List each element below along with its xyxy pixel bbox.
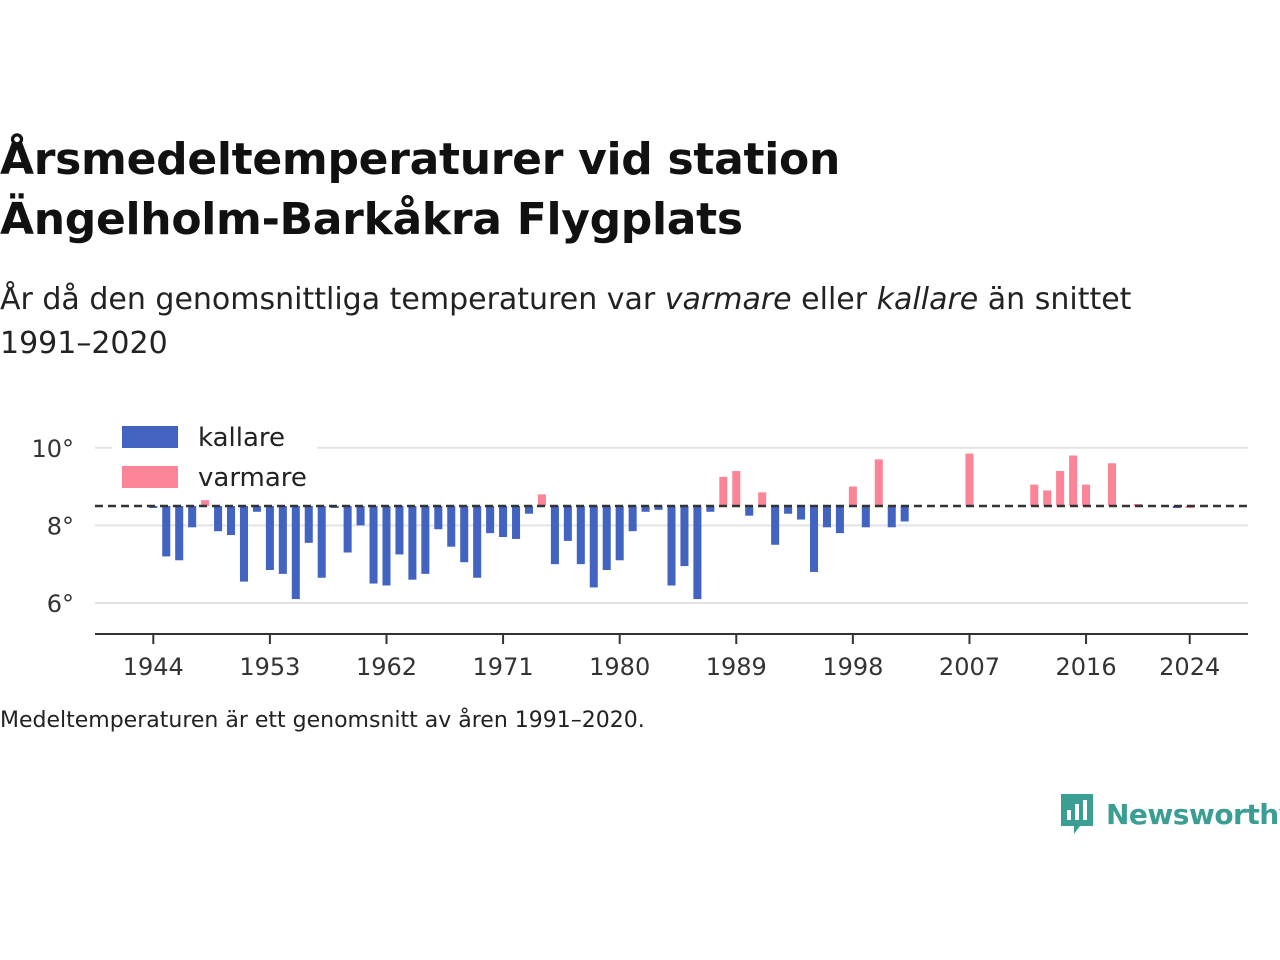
bar-1974 — [537, 494, 546, 506]
legend-label-cold: kallare — [198, 423, 285, 453]
title-line-1: Årsmedeltemperaturer vid station — [0, 134, 840, 185]
bar-1953 — [265, 505, 274, 570]
x-tick-label: 1971 — [473, 653, 534, 681]
bar-1947 — [188, 505, 197, 528]
bars — [149, 453, 1194, 600]
bar-2012 — [1030, 484, 1039, 506]
bar-1988 — [719, 476, 728, 506]
bar-1954 — [278, 505, 287, 574]
bar-1989 — [732, 471, 741, 506]
bar-1960 — [356, 505, 365, 526]
bar-2000 — [874, 459, 883, 506]
bar-1969 — [473, 505, 482, 578]
bar-1992 — [771, 505, 780, 545]
bar-1951 — [239, 505, 248, 582]
y-tick-label: 10° — [31, 435, 74, 463]
newsworthy-icon — [1061, 794, 1093, 834]
bar-1990 — [745, 505, 754, 516]
bar-1982 — [641, 505, 650, 512]
y-tick-label: 8° — [47, 512, 74, 540]
x-axis: 1944 1953 1962 1971 1980 1989 1998 2007 2016 2024 — [95, 633, 1248, 681]
bar-1999 — [861, 505, 870, 528]
bar-1957 — [317, 505, 326, 578]
subtitle-warm: varmare — [664, 282, 792, 317]
x-tick-label: 1953 — [239, 653, 300, 681]
bar-1996 — [822, 505, 831, 528]
bar-1981 — [628, 505, 637, 532]
bar-1993 — [784, 505, 793, 514]
bar-1976 — [563, 505, 572, 541]
bar-1948 — [201, 500, 210, 506]
bar-1984 — [667, 505, 676, 586]
bar-1963 — [395, 505, 404, 555]
brand-logo[interactable]: Newsworthy — [1058, 790, 1280, 838]
bar-2014 — [1056, 471, 1065, 506]
bar-1986 — [693, 505, 702, 600]
subtitle-part-2: eller — [791, 282, 877, 317]
bar-1973 — [524, 505, 534, 514]
bar-1997 — [835, 505, 844, 534]
legend-label-warm: varmare — [198, 463, 307, 493]
x-tick-label: 2016 — [1056, 653, 1117, 681]
bar-1987 — [706, 505, 715, 512]
bar-1967 — [447, 505, 456, 547]
bar-1978 — [589, 505, 598, 588]
bar-2002 — [900, 505, 909, 522]
bar-1985 — [680, 505, 689, 567]
bar-1970 — [486, 505, 495, 534]
chart-subtitle: År då den genomsnittliga temperaturen va… — [0, 278, 1220, 366]
bar-chart: 6° 8° 10° 1944 1953 1962 1971 1980 1989 1998 2007… — [31, 420, 1248, 681]
x-tick-label: 1962 — [356, 653, 417, 681]
bar-2018 — [1107, 463, 1116, 506]
bar-2013 — [1043, 490, 1052, 506]
bar-1964 — [408, 505, 417, 580]
bar-1980 — [615, 505, 624, 561]
bar-2016 — [1082, 484, 1091, 506]
bar-1994 — [797, 505, 806, 520]
bar-1995 — [809, 505, 819, 572]
bar-1952 — [252, 505, 261, 512]
subtitle-part-3: än snittet 1991–2020 — [0, 282, 1132, 361]
x-tick-label: 2007 — [939, 653, 1000, 681]
brand-name: Newsworthy — [1106, 797, 1280, 831]
bar-1972 — [512, 505, 521, 539]
bar-1945 — [162, 505, 171, 557]
bar-1977 — [576, 505, 585, 565]
bar-1955 — [291, 505, 300, 600]
legend-swatch-warm — [122, 466, 178, 488]
bar-2015 — [1069, 455, 1078, 506]
x-tick-label: 1980 — [589, 653, 650, 681]
y-axis-ticks: 6° 8° 10° — [31, 435, 74, 618]
bar-1966 — [434, 505, 443, 530]
bar-2001 — [887, 505, 896, 528]
bar-1961 — [369, 505, 378, 584]
bar-1968 — [460, 505, 469, 563]
bar-1946 — [175, 505, 184, 561]
bar-1959 — [343, 505, 352, 553]
bar-1949 — [214, 505, 223, 532]
bar-1998 — [848, 486, 857, 506]
footnote: Medeltemperaturen är ett genomsnitt av å… — [0, 708, 645, 733]
bar-1971 — [499, 505, 508, 537]
bar-1983 — [654, 505, 663, 510]
bar-1979 — [602, 505, 611, 570]
bar-1950 — [227, 505, 236, 536]
bar-1965 — [421, 505, 430, 574]
x-tick-label: 2024 — [1159, 653, 1220, 681]
bar-1956 — [304, 505, 313, 543]
subtitle-cold: kallare — [876, 282, 979, 317]
bar-1991 — [758, 492, 767, 506]
bar-1962 — [382, 505, 391, 586]
bar-2007 — [965, 453, 974, 506]
x-tick-label: 1989 — [706, 653, 767, 681]
legend-swatch-cold — [122, 426, 178, 448]
x-tick-label: 1998 — [822, 653, 883, 681]
x-tick-label: 1944 — [123, 653, 184, 681]
title-line-2: Ängelholm-Barkåkra Flygplats — [0, 194, 743, 245]
y-tick-label: 6° — [47, 590, 74, 618]
legend: kallare varmare — [112, 420, 317, 498]
chart-title: Årsmedeltemperaturer vid station Ängelho… — [0, 130, 1000, 250]
subtitle-part-1: År då den genomsnittliga temperaturen va… — [0, 282, 665, 317]
bar-1975 — [550, 505, 559, 565]
